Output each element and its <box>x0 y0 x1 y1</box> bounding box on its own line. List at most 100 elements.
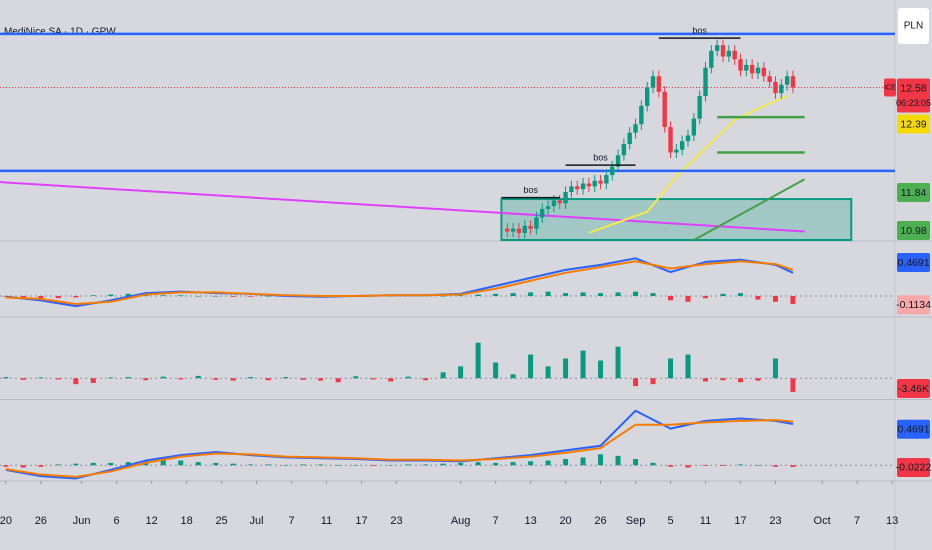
histogram-bar <box>650 293 656 297</box>
histogram-bar <box>108 294 114 297</box>
candle-body <box>540 208 545 218</box>
histogram-bar <box>160 376 166 379</box>
countdown: 06:23:05 <box>896 98 931 108</box>
histogram-bar <box>248 377 254 379</box>
histogram-bar <box>703 465 709 466</box>
candle-body <box>697 96 702 119</box>
candle-body <box>662 91 667 128</box>
candle-body <box>528 225 533 229</box>
series-line <box>588 95 788 234</box>
histogram-bar <box>265 296 271 297</box>
candle-body <box>744 64 749 71</box>
histogram-bar <box>283 377 289 379</box>
series-line <box>693 178 806 241</box>
candle-body <box>650 76 656 88</box>
candle-body <box>615 155 621 167</box>
x-tick-label: 20 <box>559 515 571 527</box>
histogram-bar <box>195 296 201 297</box>
price-tag-label: -0.0222 <box>896 462 932 474</box>
histogram-bar <box>73 296 79 298</box>
histogram-bar <box>265 378 271 381</box>
histogram-bar <box>545 366 551 379</box>
price-tag-label: 0.4691 <box>897 257 929 269</box>
histogram-bar <box>405 464 411 466</box>
bos-label: bos <box>523 185 538 195</box>
histogram-bar <box>685 465 691 468</box>
histogram-bar <box>73 463 79 466</box>
histogram-bar <box>755 378 761 381</box>
candle-body <box>586 183 592 187</box>
histogram-bar <box>633 458 639 466</box>
histogram-bar <box>615 346 621 379</box>
candle-body <box>668 127 673 153</box>
series-line <box>5 419 794 478</box>
histogram-bar <box>248 296 254 297</box>
histogram-bar <box>633 378 639 387</box>
histogram-bar <box>388 465 394 466</box>
candle-body <box>720 45 726 57</box>
price-tag <box>897 457 930 477</box>
x-tick-label: Jul <box>250 515 264 527</box>
histogram-bar <box>650 378 656 385</box>
series-line <box>5 260 794 305</box>
histogram-bar <box>108 462 114 466</box>
candle-body <box>738 59 743 71</box>
histogram-bar <box>545 291 551 297</box>
histogram-bar <box>335 465 341 466</box>
histogram-bar <box>475 342 481 379</box>
histogram-bar <box>178 460 184 466</box>
candle-body <box>563 192 568 204</box>
price-tag-label: 10.98 <box>900 225 926 237</box>
x-tick-label: 25 <box>215 515 227 527</box>
histogram-bar <box>20 378 26 380</box>
candle-body <box>779 84 784 94</box>
histogram-bar <box>143 378 149 381</box>
histogram-bar <box>125 462 131 466</box>
price-tag <box>897 221 930 240</box>
histogram-bar <box>755 465 761 466</box>
price-tag-label: 12.58 <box>900 82 926 94</box>
histogram-bar <box>3 296 9 297</box>
histogram-bar <box>580 350 586 379</box>
histogram-bar <box>510 462 516 466</box>
histogram-bar <box>563 358 569 379</box>
histogram-bar <box>213 378 219 380</box>
price-tag-label: 11.84 <box>901 187 927 199</box>
candle-body <box>749 64 755 74</box>
x-tick-label: 17 <box>734 515 746 527</box>
candle-body <box>598 180 603 184</box>
candle-body <box>685 135 691 142</box>
candle-body <box>633 124 638 133</box>
candle-body <box>534 217 539 229</box>
histogram-bar <box>615 292 621 297</box>
histogram-bar <box>73 378 79 385</box>
histogram-bar <box>388 378 394 382</box>
bos-label: bos <box>692 25 707 35</box>
histogram-bar <box>353 465 359 466</box>
histogram-bar <box>737 378 743 383</box>
histogram-bar <box>230 463 236 466</box>
candle-body <box>714 45 720 51</box>
price-tag <box>897 419 930 439</box>
histogram-bar <box>685 296 691 302</box>
x-tick-label: 11 <box>321 515 332 527</box>
histogram-bar <box>458 295 464 297</box>
chart-title: MediNice SA · 1D · GPW <box>4 27 116 38</box>
histogram-bar <box>668 296 674 301</box>
histogram-bar <box>790 378 796 392</box>
x-tick-label: 18 <box>180 515 192 527</box>
histogram-bar <box>55 464 61 466</box>
tag-badge-label: ICE <box>884 84 896 91</box>
candle-body <box>510 228 516 232</box>
histogram-bar <box>90 462 96 466</box>
candle-body <box>592 180 597 187</box>
currency-box <box>898 8 929 44</box>
price-tag <box>897 78 930 113</box>
histogram-bar <box>510 374 516 379</box>
candle-body <box>545 206 551 209</box>
x-tick-label: 7 <box>288 515 294 527</box>
x-tick-label: 6 <box>114 515 120 527</box>
histogram-bar <box>720 378 726 381</box>
